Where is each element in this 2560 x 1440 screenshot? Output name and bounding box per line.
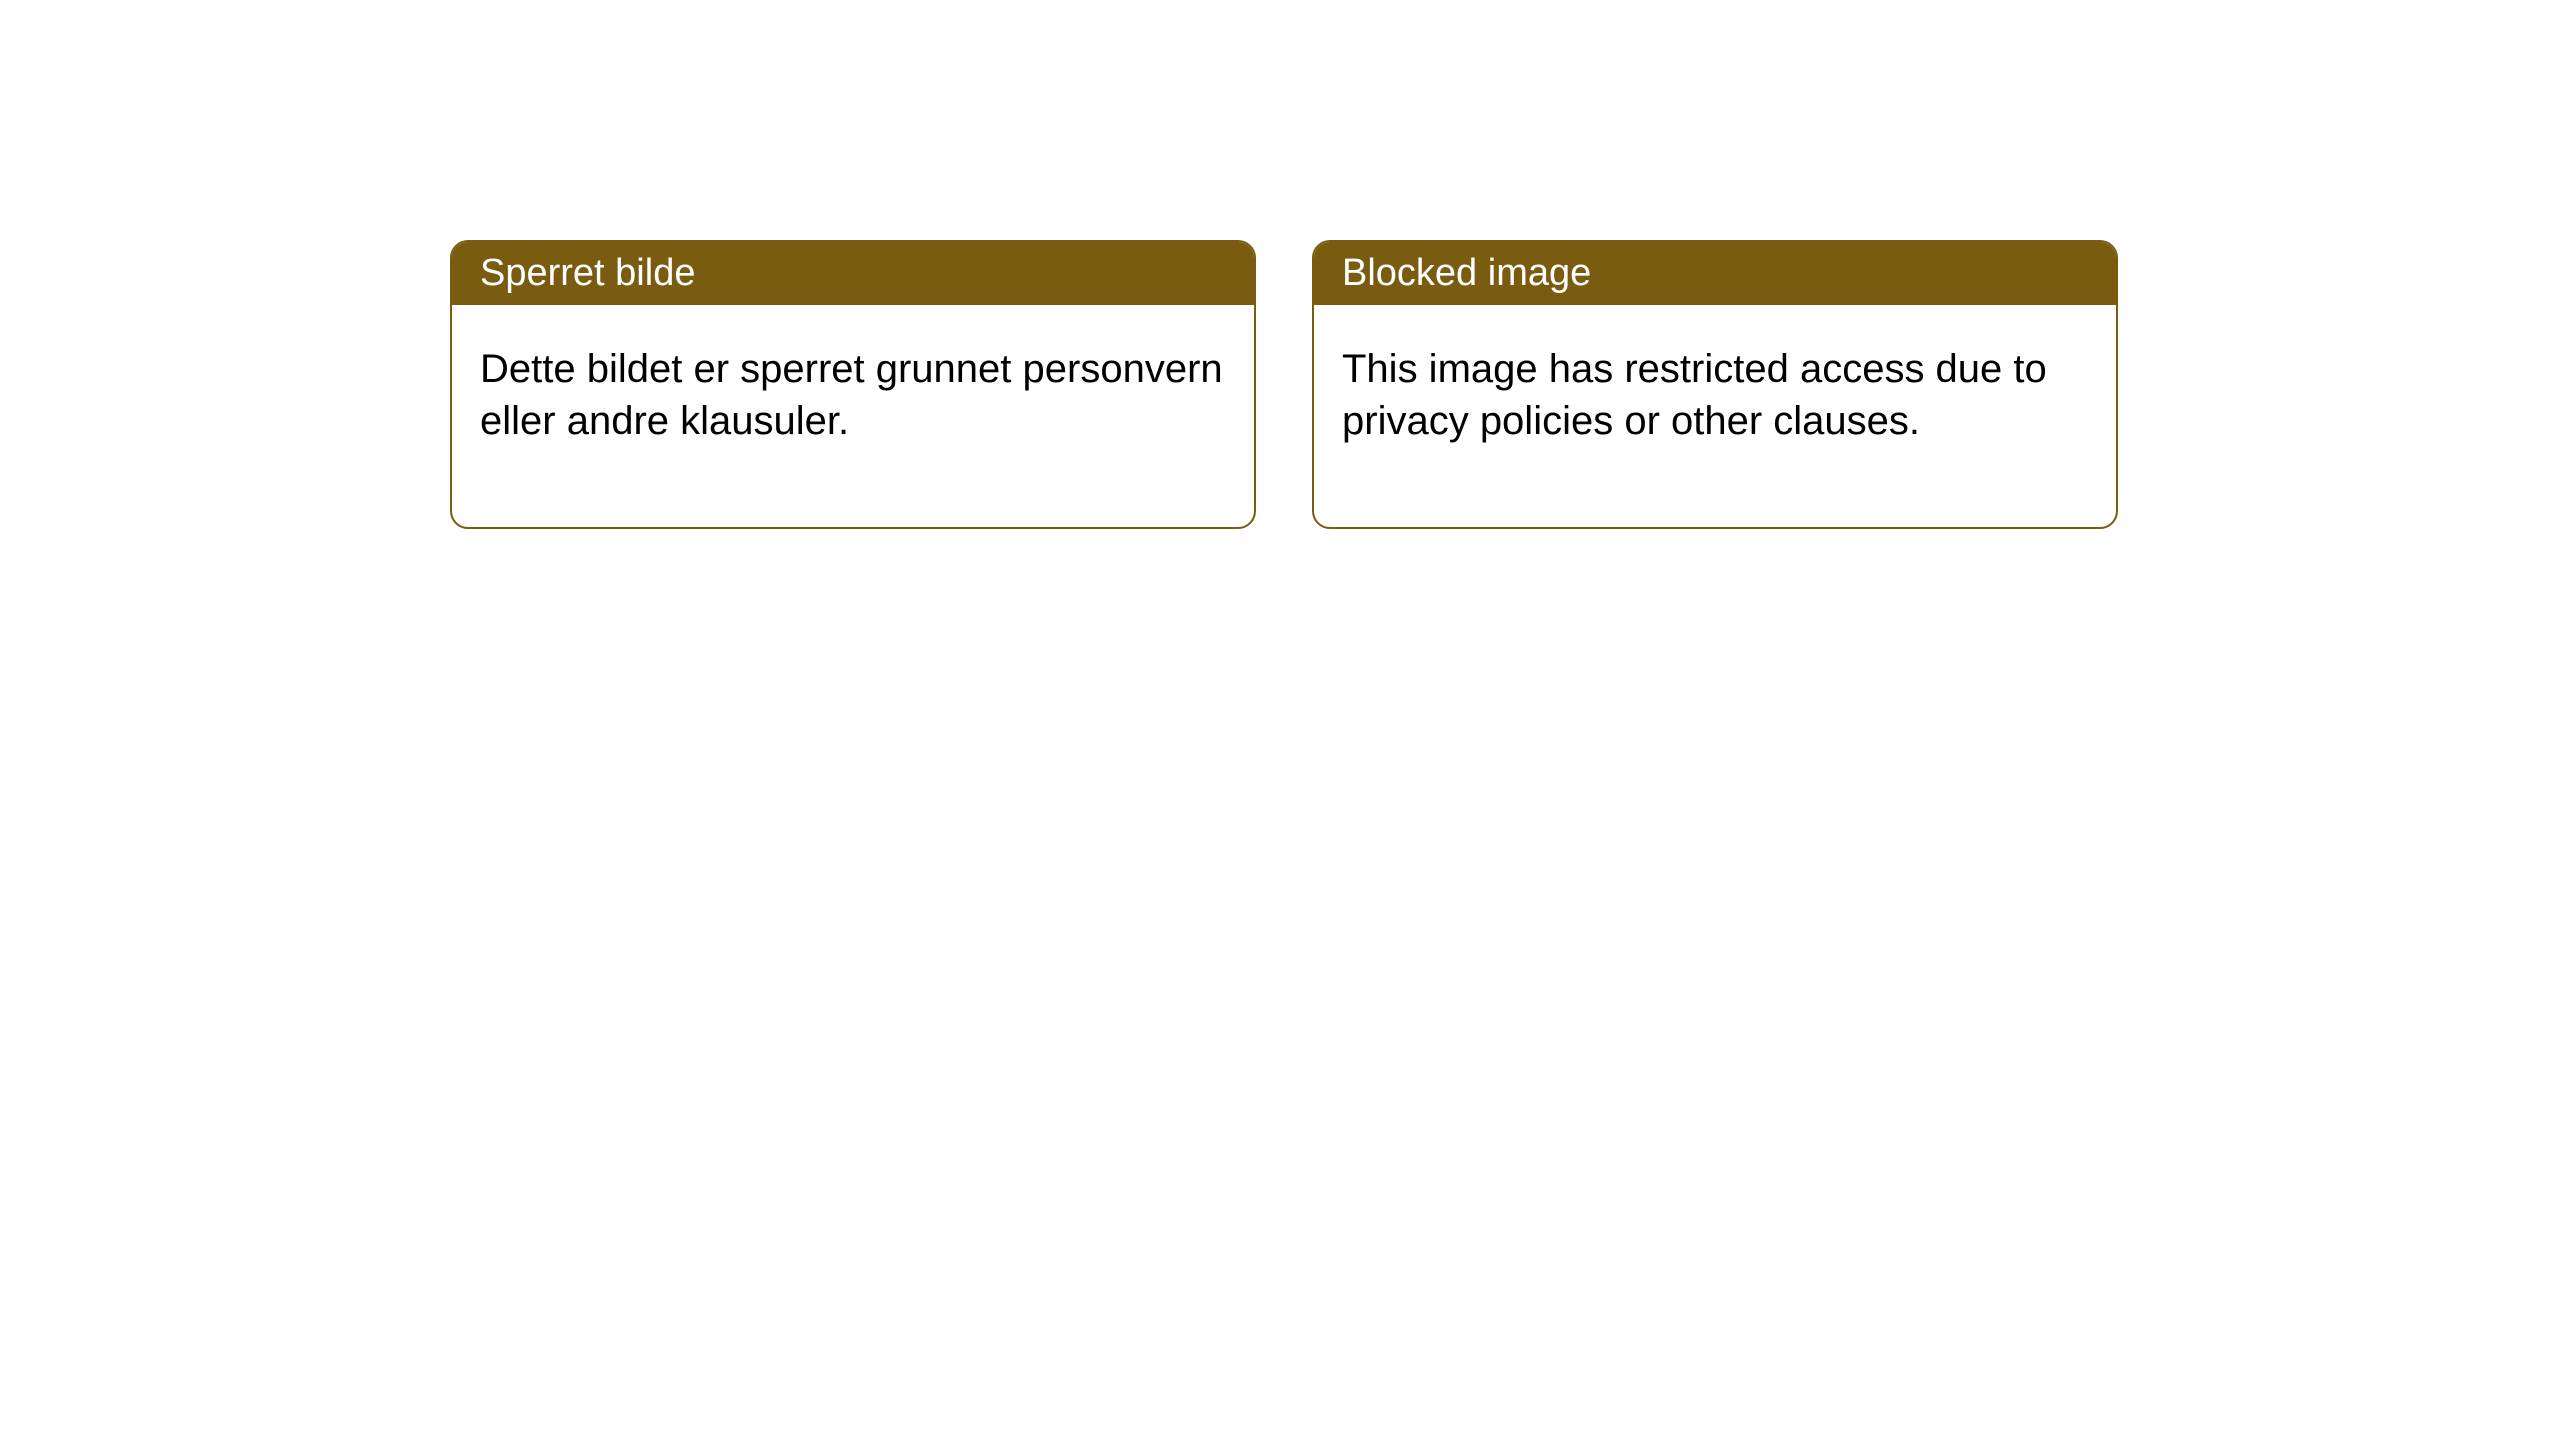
notice-card-title: Sperret bilde (480, 252, 695, 294)
notice-card-header: Sperret bilde (452, 242, 1254, 305)
notice-card-english: Blocked image This image has restricted … (1312, 240, 2118, 529)
notice-card-body: This image has restricted access due to … (1314, 305, 2116, 527)
notice-card-norwegian: Sperret bilde Dette bildet er sperret gr… (450, 240, 1256, 529)
notice-card-text: Dette bildet er sperret grunnet personve… (480, 347, 1223, 443)
notice-card-header: Blocked image (1314, 242, 2116, 305)
notice-card-body: Dette bildet er sperret grunnet personve… (452, 305, 1254, 527)
notice-card-text: This image has restricted access due to … (1342, 347, 2047, 443)
notice-card-title: Blocked image (1342, 252, 1591, 294)
notice-cards-container: Sperret bilde Dette bildet er sperret gr… (450, 240, 2118, 529)
